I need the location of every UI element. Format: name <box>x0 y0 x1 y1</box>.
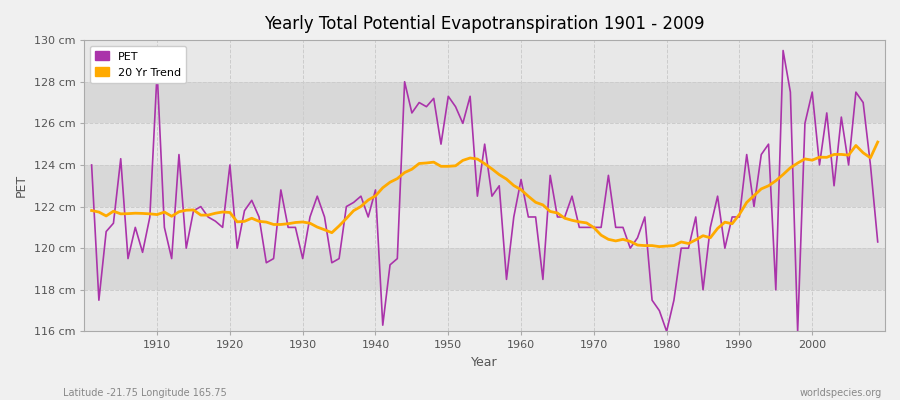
20 Yr Trend <box>86 208 97 213</box>
PET <box>144 214 155 219</box>
Y-axis label: PET: PET <box>15 174 28 197</box>
20 Yr Trend <box>508 183 519 188</box>
PET <box>86 162 97 167</box>
20 Yr Trend <box>304 221 315 226</box>
Title: Yearly Total Potential Evapotranspiration 1901 - 2009: Yearly Total Potential Evapotranspiratio… <box>265 15 705 33</box>
PET <box>603 173 614 178</box>
X-axis label: Year: Year <box>472 356 498 369</box>
Bar <box>85 206 885 248</box>
Text: worldspecies.org: worldspecies.org <box>800 388 882 398</box>
PET <box>516 177 526 182</box>
Bar <box>85 40 885 82</box>
PET <box>872 240 883 244</box>
Bar <box>85 123 885 165</box>
20 Yr Trend <box>144 212 155 216</box>
PET <box>778 48 788 53</box>
PET <box>348 200 359 205</box>
Legend: PET, 20 Yr Trend: PET, 20 Yr Trend <box>90 46 186 83</box>
20 Yr Trend <box>603 237 614 242</box>
20 Yr Trend <box>348 208 359 213</box>
Text: Latitude -21.75 Longitude 165.75: Latitude -21.75 Longitude 165.75 <box>63 388 227 398</box>
Line: 20 Yr Trend: 20 Yr Trend <box>92 142 878 247</box>
Bar <box>85 165 885 206</box>
20 Yr Trend <box>654 244 665 249</box>
20 Yr Trend <box>872 140 883 144</box>
Line: PET: PET <box>92 50 878 332</box>
PET <box>508 214 519 219</box>
20 Yr Trend <box>516 187 526 192</box>
PET <box>662 329 672 334</box>
Bar <box>85 82 885 123</box>
PET <box>304 214 315 219</box>
Bar <box>85 248 885 290</box>
Bar <box>85 290 885 332</box>
